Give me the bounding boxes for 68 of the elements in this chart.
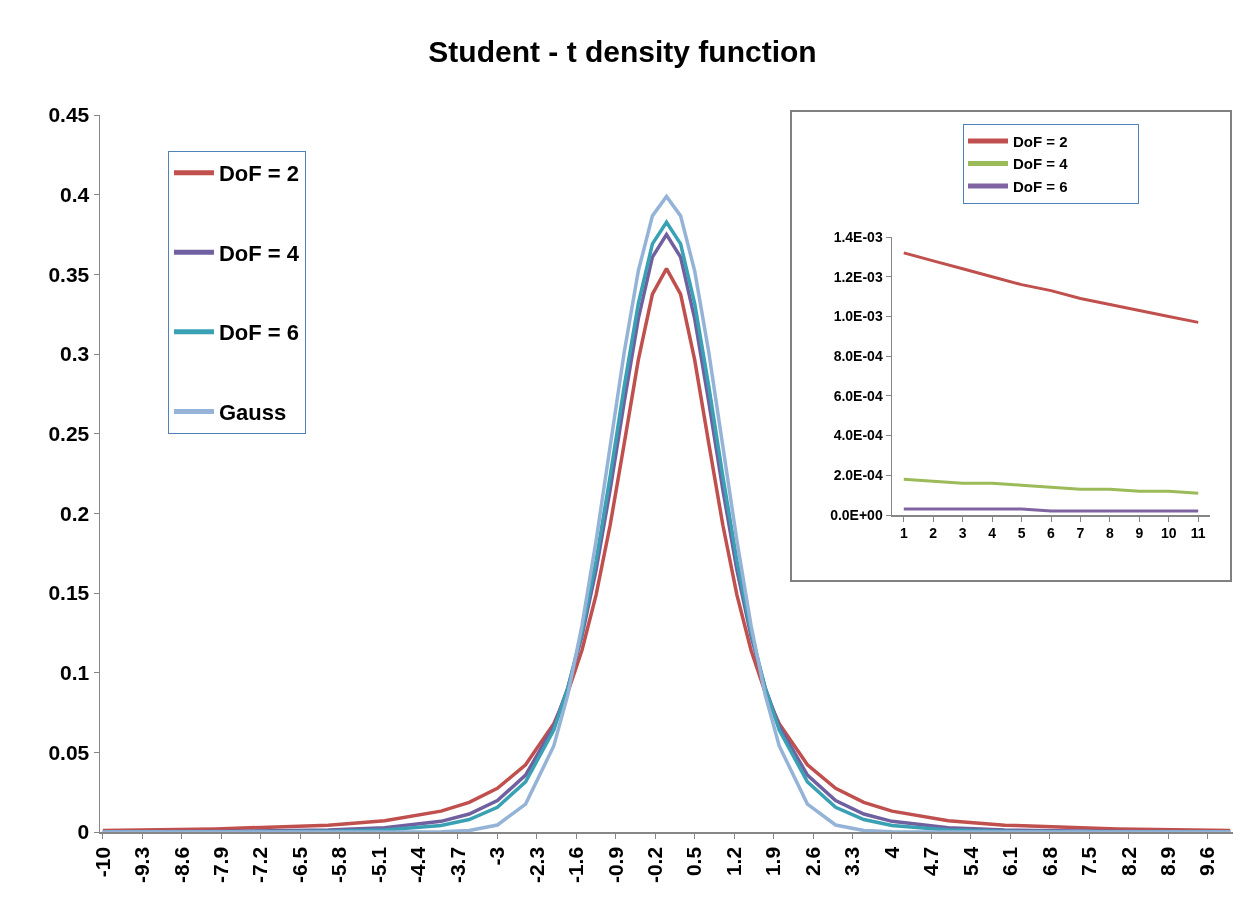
y-tick-label: 0	[77, 820, 90, 844]
legend-label: DoF = 6	[1013, 177, 1068, 195]
legend-label: Gauss	[218, 400, 287, 426]
x-tick-label: -7.2	[248, 846, 272, 884]
x-tick-label: 6	[1047, 525, 1056, 542]
x-tick-label: 1	[899, 525, 908, 542]
x-tick-label: -7.9	[209, 846, 233, 884]
x-tick-label: 2	[929, 525, 938, 542]
y-tick-label: 0.3	[60, 342, 90, 366]
x-tick-label: 5.4	[958, 846, 982, 877]
x-tick-label: 3.3	[840, 846, 864, 877]
x-tick-label: -2.3	[524, 846, 548, 884]
y-tick-label: 0.15	[48, 581, 90, 605]
legend-label: DoF = 2	[1013, 132, 1068, 150]
x-tick-label: -10	[90, 846, 114, 878]
x-tick-label: -1.6	[564, 846, 588, 884]
x-tick-label: 5	[1017, 525, 1026, 542]
x-tick-label: 3	[958, 525, 967, 542]
x-tick-label: -0.9	[603, 846, 627, 884]
line-series	[902, 477, 1200, 495]
y-tick-label: 0.05	[48, 740, 90, 764]
x-tick-label: -5.8	[327, 846, 351, 884]
y-tick-label: 1.0E-03	[833, 308, 883, 325]
x-tick-label: 8.9	[1156, 846, 1180, 877]
x-tick-label: 4	[879, 846, 903, 859]
legend-label: DoF = 4	[1013, 155, 1069, 173]
x-tick-label: 8	[1105, 525, 1114, 542]
y-tick-label: 0.1	[60, 661, 90, 685]
legend-label: DoF = 2	[218, 161, 300, 187]
x-tick-label: 7	[1076, 525, 1085, 542]
x-tick-label: 9.6	[1195, 846, 1219, 877]
x-tick-label: 6.8	[1037, 846, 1061, 877]
y-tick-label: 8.0E-04	[833, 348, 883, 365]
x-tick-label: 11	[1190, 525, 1206, 542]
y-tick-label: 0.35	[48, 262, 90, 286]
y-tick-label: 0.2	[60, 501, 90, 525]
y-tick-label: 4.0E-04	[833, 427, 883, 444]
x-tick-label: 4.7	[919, 846, 943, 877]
y-tick-label: 1.2E-03	[833, 268, 883, 285]
y-tick-label: 6.0E-04	[833, 387, 883, 404]
line-series	[902, 251, 1200, 324]
y-tick-label: 1.4E-03	[833, 228, 883, 245]
x-tick-label: 6.1	[998, 846, 1022, 877]
x-tick-label: 2.6	[800, 846, 824, 877]
chart-title: Student - t density function	[428, 34, 817, 68]
x-tick-label: 7.5	[1077, 846, 1101, 877]
x-tick-label: 8.2	[1116, 846, 1140, 877]
x-tick-label: 9	[1135, 525, 1144, 542]
y-tick-label: 0.0E+00	[830, 506, 883, 523]
x-tick-label: -6.5	[287, 846, 311, 884]
x-tick-label: -4.4	[406, 846, 430, 884]
x-tick-label: 1.9	[761, 846, 785, 877]
x-tick-label: -8.6	[169, 846, 193, 884]
x-tick-label: -0.2	[643, 846, 667, 884]
x-tick-label: -9.3	[130, 846, 154, 884]
x-tick-label: -3.7	[445, 846, 469, 884]
x-tick-label: 0.5	[682, 846, 706, 877]
y-tick-label: 0.45	[48, 103, 90, 127]
x-tick-label: 4	[988, 525, 997, 542]
x-tick-label: 10	[1160, 525, 1177, 542]
legend-label: DoF = 6	[218, 320, 300, 346]
x-tick-label: -3	[485, 846, 509, 866]
y-tick-label: 0.4	[60, 183, 90, 207]
x-tick-label: -5.1	[366, 846, 390, 884]
x-tick-label: 1.2	[721, 846, 745, 877]
y-tick-label: 0.25	[48, 422, 90, 446]
y-tick-label: 2.0E-04	[833, 467, 883, 484]
legend-label: DoF = 4	[218, 240, 300, 266]
